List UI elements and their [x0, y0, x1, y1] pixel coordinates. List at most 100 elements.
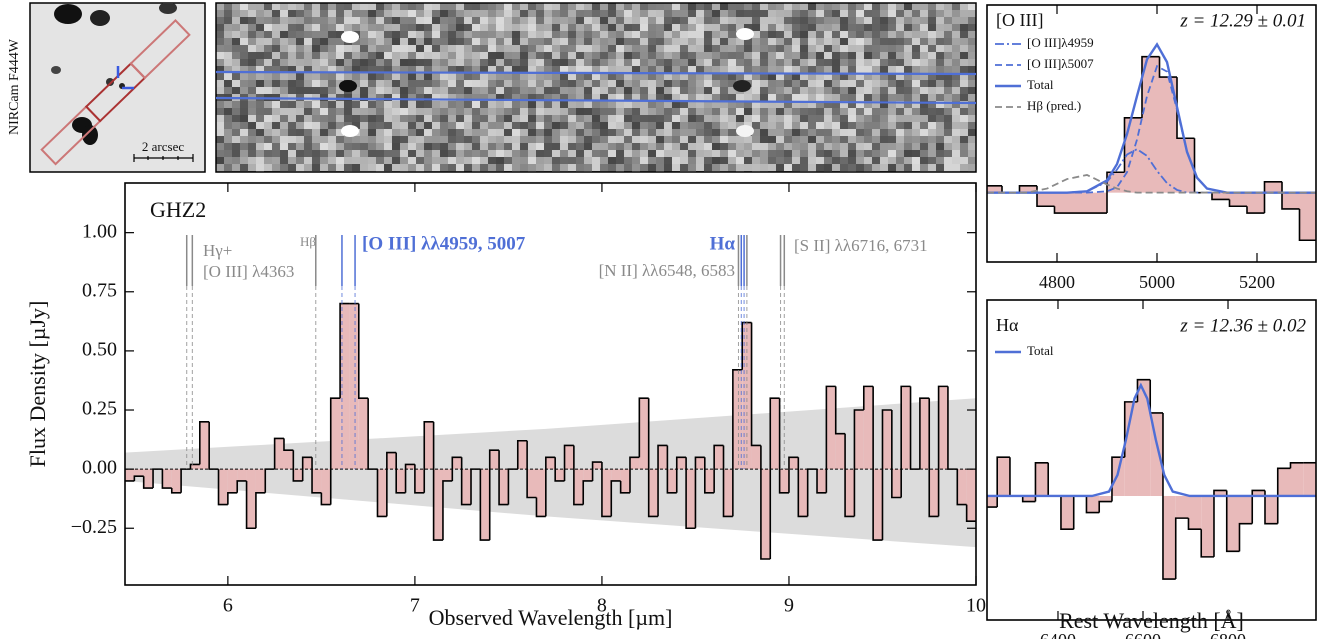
- noise-pixel: [424, 80, 432, 87]
- noise-pixel: [224, 17, 232, 24]
- noise-pixel: [648, 122, 656, 129]
- noise-pixel: [488, 10, 496, 17]
- step-fill: [1089, 192, 1107, 214]
- y-tick-label: 0.50: [82, 338, 117, 360]
- noise-pixel: [832, 143, 840, 150]
- noise-pixel: [856, 52, 864, 59]
- noise-pixel: [592, 24, 600, 31]
- noise-pixel: [480, 45, 488, 52]
- noise-pixel: [440, 129, 448, 136]
- noise-pixel: [312, 108, 320, 115]
- noise-pixel: [688, 143, 696, 150]
- noise-pixel: [264, 3, 272, 10]
- noise-pixel: [240, 101, 248, 108]
- noise-pixel: [584, 3, 592, 10]
- noise-pixel: [784, 115, 792, 122]
- step-edge: [1211, 192, 1230, 201]
- noise-pixel: [784, 164, 792, 171]
- noise-pixel: [240, 164, 248, 171]
- noise-pixel: [488, 45, 496, 52]
- noise-pixel: [960, 101, 968, 108]
- noise-pixel: [672, 143, 680, 150]
- noise-pixel: [928, 136, 936, 143]
- noise-pixel: [616, 66, 624, 73]
- noise-pixel: [368, 150, 376, 157]
- noise-pixel: [464, 94, 472, 101]
- noise-pixel: [528, 87, 536, 94]
- noise-pixel: [536, 115, 544, 122]
- noise-pixel: [368, 52, 376, 59]
- noise-pixel: [816, 164, 824, 171]
- noise-pixel: [872, 52, 880, 59]
- noise-pixel: [520, 129, 528, 136]
- x-tick-label: 5200: [1239, 272, 1275, 292]
- noise-pixel: [576, 31, 584, 38]
- noise-pixel: [296, 3, 304, 10]
- step-fill: [629, 457, 640, 470]
- noise-pixel: [728, 31, 736, 38]
- noise-pixel: [840, 164, 848, 171]
- noise-pixel: [304, 45, 312, 52]
- noise-pixel: [792, 66, 800, 73]
- noise-pixel: [880, 24, 888, 31]
- noise-pixel: [432, 52, 440, 59]
- noise-pixel: [352, 94, 360, 101]
- noise-pixel: [592, 115, 600, 122]
- noise-pixel: [304, 101, 312, 108]
- noise-pixel: [904, 101, 912, 108]
- noise-pixel: [472, 59, 480, 66]
- noise-pixel: [520, 108, 528, 115]
- legend-label: [O III]λ4959: [1027, 35, 1094, 50]
- noise-pixel: [728, 129, 736, 136]
- noise-pixel: [304, 31, 312, 38]
- noise-pixel: [328, 38, 336, 45]
- noise-pixel: [952, 17, 960, 24]
- noise-pixel: [368, 122, 376, 129]
- noise-pixel: [456, 80, 464, 87]
- noise-pixel: [648, 73, 656, 80]
- noise-pixel: [536, 45, 544, 52]
- noise-pixel: [688, 129, 696, 136]
- noise-pixel: [656, 73, 664, 80]
- noise-pixel: [864, 52, 872, 59]
- noise-pixel: [336, 66, 344, 73]
- noise-pixel: [320, 129, 328, 136]
- noise-pixel: [632, 150, 640, 157]
- noise-pixel: [792, 31, 800, 38]
- noise-pixel: [640, 66, 648, 73]
- noise-pixel: [944, 73, 952, 80]
- legend-label: Total: [1027, 77, 1054, 92]
- noise-pixel: [856, 38, 864, 45]
- noise-pixel: [800, 31, 808, 38]
- noise-pixel: [488, 87, 496, 94]
- noise-pixel: [568, 80, 576, 87]
- step-edge: [404, 463, 415, 493]
- noise-pixel: [288, 31, 296, 38]
- noise-pixel: [864, 31, 872, 38]
- noise-pixel: [968, 164, 976, 171]
- noise-pixel: [528, 59, 536, 66]
- noise-pixel: [936, 101, 944, 108]
- noise-pixel: [216, 10, 224, 17]
- noise-pixel: [296, 24, 304, 31]
- noise-pixel: [840, 17, 848, 24]
- noise-pixel: [904, 157, 912, 164]
- noise-pixel: [880, 108, 888, 115]
- noise-pixel: [656, 150, 664, 157]
- noise-pixel: [936, 136, 944, 143]
- noise-pixel: [392, 24, 400, 31]
- noise-pixel: [264, 52, 272, 59]
- noise-pixel: [456, 115, 464, 122]
- noise-pixel: [488, 115, 496, 122]
- noise-pixel: [248, 136, 256, 143]
- noise-pixel: [880, 129, 888, 136]
- noise-pixel: [280, 59, 288, 66]
- noise-pixel: [824, 59, 832, 66]
- noise-pixel: [544, 38, 552, 45]
- noise-pixel: [480, 122, 488, 129]
- noise-pixel: [648, 17, 656, 24]
- noise-pixel: [296, 45, 304, 52]
- noise-pixel: [696, 52, 704, 59]
- step-edge: [1289, 461, 1304, 469]
- noise-pixel: [816, 157, 824, 164]
